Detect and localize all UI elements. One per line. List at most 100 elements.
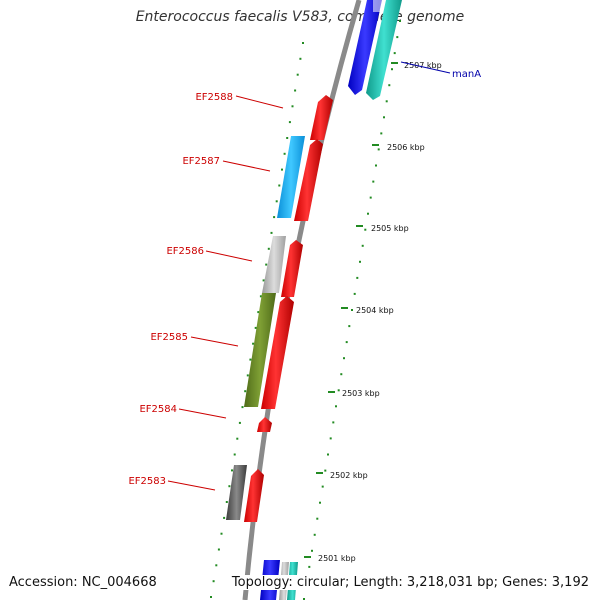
ring-dot xyxy=(210,596,212,598)
ring-dot xyxy=(259,295,262,298)
ring-dot xyxy=(281,168,283,171)
ring-dot xyxy=(383,116,385,119)
label-ef2583[interactable]: EF2583 xyxy=(128,476,166,487)
scale-label-2505: 2505 kbp xyxy=(371,224,409,233)
ring-dot xyxy=(375,164,377,167)
ring-dot xyxy=(233,453,236,456)
ring-dot xyxy=(332,421,335,424)
ring-dot xyxy=(270,231,273,234)
ring-dot xyxy=(249,358,252,361)
ring-dot xyxy=(316,517,319,520)
ring-dot xyxy=(385,100,388,103)
scale-tick-2502: 2502 kbp xyxy=(316,471,368,480)
ring-dot xyxy=(313,533,316,536)
gene-ef2583[interactable] xyxy=(244,469,264,522)
ring-dot xyxy=(288,121,291,124)
gene-ef2585[interactable] xyxy=(261,296,294,409)
ring-dot xyxy=(283,152,286,155)
ring-dot xyxy=(262,279,265,282)
ring-dot xyxy=(238,421,241,424)
scale-label-2504: 2504 kbp xyxy=(356,306,394,315)
ring-dot xyxy=(252,342,255,345)
ring-dot xyxy=(321,485,324,488)
ring-dot xyxy=(369,196,372,199)
cog-ef2586[interactable] xyxy=(262,236,286,293)
cog-ef2583[interactable] xyxy=(226,465,247,520)
ring-dot xyxy=(343,357,345,360)
ring-dot xyxy=(212,580,215,583)
ring-dot xyxy=(361,244,364,247)
scale-ring-dots xyxy=(303,20,401,600)
ring-dot xyxy=(348,325,351,328)
scale-tick-2506: 2506 kbp xyxy=(372,143,425,152)
gene-ef2584[interactable] xyxy=(257,417,272,432)
ring-dot xyxy=(275,200,278,203)
ring-dot xyxy=(217,548,220,551)
ring-dot xyxy=(327,453,329,456)
label-ef2587[interactable]: EF2587 xyxy=(182,156,220,167)
ring-dot xyxy=(367,212,369,215)
ring-dot xyxy=(257,311,260,314)
inner-ring-dots xyxy=(210,42,304,598)
ring-dot xyxy=(303,598,305,600)
ring-dot xyxy=(299,57,302,60)
ring-dot xyxy=(319,501,321,504)
ring-dot xyxy=(215,564,218,567)
ring-dot xyxy=(291,105,294,108)
gene-ef2588[interactable] xyxy=(310,95,333,140)
scale-label-2507: 2507 kbp xyxy=(404,61,442,70)
scale-tick-2504: 2504 kbp xyxy=(341,306,394,315)
scale-tick-2501: 2501 kbp xyxy=(304,554,356,563)
ring-dot xyxy=(311,549,313,552)
scale-tick-2503: 2503 kbp xyxy=(328,389,380,398)
label-ef2584[interactable]: EF2584 xyxy=(139,404,177,415)
ring-dot xyxy=(236,437,239,440)
ring-dot xyxy=(286,137,289,139)
ring-dot xyxy=(364,228,367,231)
scale-tick-2507: 2507 kbp xyxy=(391,61,442,70)
ring-dot xyxy=(329,437,332,440)
ring-dot xyxy=(267,247,270,250)
ring-dot xyxy=(296,73,299,76)
scale-label-2502: 2502 kbp xyxy=(330,471,368,480)
scale-label-2503: 2503 kbp xyxy=(342,389,380,398)
gene-mana[interactable] xyxy=(348,0,382,95)
gene-ef2586[interactable] xyxy=(281,240,303,297)
accession-text: Accession: NC_004668 xyxy=(9,575,157,590)
ring-dot xyxy=(388,84,391,87)
cog-mana[interactable] xyxy=(366,0,402,100)
ring-dot xyxy=(391,68,393,71)
ring-dot xyxy=(241,406,244,409)
ring-dot xyxy=(377,148,380,151)
label-mana[interactable]: manA xyxy=(452,69,481,80)
ring-dot xyxy=(254,326,257,329)
cog-ef2585[interactable] xyxy=(244,293,276,407)
ring-dot xyxy=(345,341,348,344)
ring-dot xyxy=(273,216,276,219)
cog-ef2587[interactable] xyxy=(277,136,305,218)
ring-dot xyxy=(225,501,228,503)
ring-dot xyxy=(246,374,249,377)
ring-dot xyxy=(231,469,233,472)
label-ef2588[interactable]: EF2588 xyxy=(195,92,233,103)
ring-dot xyxy=(396,36,399,39)
ring-dot xyxy=(356,276,359,279)
ring-dot xyxy=(372,180,375,183)
ring-dot xyxy=(340,373,343,376)
gene-ef2587[interactable] xyxy=(294,139,323,221)
label-ef2585[interactable]: EF2585 xyxy=(150,332,188,343)
scale-tick-2505: 2505 kbp xyxy=(356,224,409,233)
topology-text: Topology: circular; Length: 3,218,031 bp… xyxy=(229,575,591,590)
scale-label-2506: 2506 kbp xyxy=(387,143,425,152)
ring-dot xyxy=(308,565,311,568)
label-ef2586[interactable]: EF2586 xyxy=(166,246,204,257)
ring-dot xyxy=(244,390,247,393)
ring-dot xyxy=(228,485,231,488)
ring-dot xyxy=(294,89,297,92)
ring-dot xyxy=(380,132,383,135)
ring-dot xyxy=(223,516,226,519)
ring-dot xyxy=(220,532,223,535)
ring-dot xyxy=(351,309,353,311)
